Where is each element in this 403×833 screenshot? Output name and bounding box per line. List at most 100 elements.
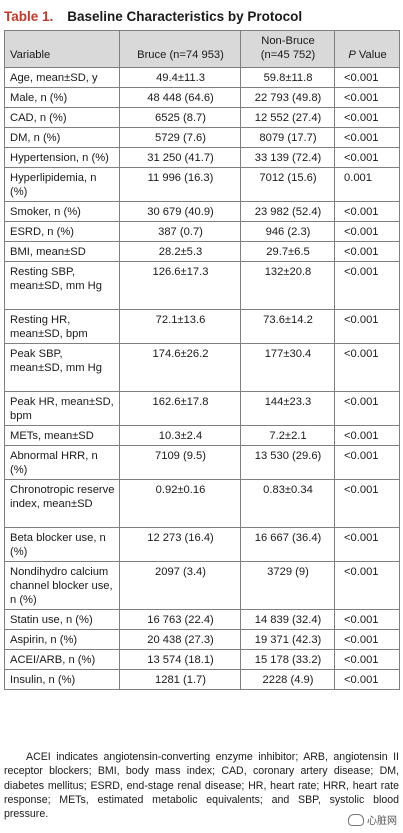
- cell-nonbruce: 59.8±11.8: [240, 67, 335, 88]
- table-row: Chronotropic reserve index, mean±SD 0.92±…: [4, 479, 400, 528]
- cell-p: <0.001: [334, 609, 400, 630]
- cell-p: <0.001: [334, 561, 400, 610]
- cell-nonbruce: 2228 (4.9): [240, 669, 335, 690]
- cell-bruce: 48 448 (64.6): [119, 87, 241, 108]
- baseline-table-container: Variable Bruce (n=74 953) Non-Bruce (n=4…: [4, 30, 400, 690]
- cell-bruce: 5729 (7.6): [119, 127, 241, 148]
- cell-variable: ESRD, n (%): [4, 221, 120, 242]
- table-row: Resting SBP, mean±SD, mm Hg 126.6±17.3 132…: [4, 261, 400, 310]
- cell-p: <0.001: [334, 527, 400, 562]
- cell-variable: Insulin, n (%): [4, 669, 120, 690]
- header-pvalue-p: P: [348, 49, 356, 61]
- cell-p: <0.001: [334, 127, 400, 148]
- cell-nonbruce: 12 552 (27.4): [240, 107, 335, 128]
- header-pvalue-rest: Value: [355, 49, 387, 61]
- table-row: DM, n (%) 5729 (7.6) 8079 (17.7) <0.001: [4, 127, 400, 148]
- table-row: ESRD, n (%) 387 (0.7) 946 (2.3) <0.001: [4, 221, 400, 242]
- cell-variable: DM, n (%): [4, 127, 120, 148]
- cell-nonbruce: 19 371 (42.3): [240, 629, 335, 650]
- header-nonbruce: Non-Bruce (n=45 752): [240, 30, 335, 68]
- cell-bruce: 30 679 (40.9): [119, 201, 241, 222]
- cell-variable: Chronotropic reserve index, mean±SD: [4, 479, 120, 528]
- cell-nonbruce: 3729 (9): [240, 561, 335, 610]
- cell-p: <0.001: [334, 67, 400, 88]
- cell-variable: Abnormal HRR, n (%): [4, 445, 120, 480]
- cell-bruce: 10.3±2.4: [119, 425, 241, 446]
- header-pvalue: P Value: [334, 30, 400, 68]
- cell-bruce: 1281 (1.7): [119, 669, 241, 690]
- cell-variable: Hyperlipidemia, n (%): [4, 167, 120, 202]
- table-row: Peak SBP, mean±SD, mm Hg 174.6±26.2 177±30…: [4, 343, 400, 392]
- cell-nonbruce: 16 667 (36.4): [240, 527, 335, 562]
- table-row: BMI, mean±SD 28.2±5.3 29.7±6.5 <0.001: [4, 241, 400, 262]
- cell-variable: Peak SBP, mean±SD, mm Hg: [4, 343, 120, 392]
- cell-p: <0.001: [334, 445, 400, 480]
- table-row: Abnormal HRR, n (%) 7109 (9.5) 13 530 (29.…: [4, 445, 400, 480]
- cell-bruce: 2097 (3.4): [119, 561, 241, 610]
- cell-bruce: 28.2±5.3: [119, 241, 241, 262]
- cell-nonbruce: 144±23.3: [240, 391, 335, 426]
- cell-variable: BMI, mean±SD: [4, 241, 120, 262]
- table-row: METs, mean±SD 10.3±2.4 7.2±2.1 <0.001: [4, 425, 400, 446]
- table-row: Smoker, n (%) 30 679 (40.9) 23 982 (52.4) <…: [4, 201, 400, 222]
- cell-variable: Smoker, n (%): [4, 201, 120, 222]
- cell-bruce: 72.1±13.6: [119, 309, 241, 344]
- cell-bruce: 162.6±17.8: [119, 391, 241, 426]
- cell-variable: Age, mean±SD, y: [4, 67, 120, 88]
- cell-nonbruce: 8079 (17.7): [240, 127, 335, 148]
- cell-p: <0.001: [334, 629, 400, 650]
- baseline-characteristics-table: Variable Bruce (n=74 953) Non-Bruce (n=4…: [4, 30, 400, 690]
- cell-variable: METs, mean±SD: [4, 425, 120, 446]
- cell-bruce: 49.4±11.3: [119, 67, 241, 88]
- cell-p: <0.001: [334, 147, 400, 168]
- cell-nonbruce: 7012 (15.6): [240, 167, 335, 202]
- header-bruce: Bruce (n=74 953): [119, 30, 241, 68]
- cell-p: <0.001: [334, 201, 400, 222]
- table-row: ACEI/ARB, n (%) 13 574 (18.1) 15 178 (33.2…: [4, 649, 400, 670]
- cell-variable: Male, n (%): [4, 87, 120, 108]
- cell-variable: Peak HR, mean±SD, bpm: [4, 391, 120, 426]
- cell-p: <0.001: [334, 391, 400, 426]
- cell-bruce: 0.92±0.16: [119, 479, 241, 528]
- cell-variable: Resting HR, mean±SD, bpm: [4, 309, 120, 344]
- cell-nonbruce: 22 793 (49.8): [240, 87, 335, 108]
- table-row: Age, mean±SD, y 49.4±11.3 59.8±11.8 <0.001: [4, 67, 400, 88]
- table-number: Table 1.: [4, 8, 54, 24]
- cell-bruce: 6525 (8.7): [119, 107, 241, 128]
- cell-p: <0.001: [334, 221, 400, 242]
- cell-variable: Nondihydro calcium channel blocker use, …: [4, 561, 120, 610]
- table-header-row: Variable Bruce (n=74 953) Non-Bruce (n=4…: [4, 30, 400, 68]
- cell-nonbruce: 0.83±0.34: [240, 479, 335, 528]
- cell-p: <0.001: [334, 241, 400, 262]
- cell-variable: ACEI/ARB, n (%): [4, 649, 120, 670]
- cell-variable: Statin use, n (%): [4, 609, 120, 630]
- cell-bruce: 13 574 (18.1): [119, 649, 241, 670]
- cell-bruce: 7109 (9.5): [119, 445, 241, 480]
- cell-p: <0.001: [334, 87, 400, 108]
- cell-bruce: 16 763 (22.4): [119, 609, 241, 630]
- cell-p: <0.001: [334, 479, 400, 528]
- table-row: CAD, n (%) 6525 (8.7) 12 552 (27.4) <0.001: [4, 107, 400, 128]
- cell-p: <0.001: [334, 107, 400, 128]
- cell-nonbruce: 33 139 (72.4): [240, 147, 335, 168]
- table-row: Nondihydro calcium channel blocker use, …: [4, 561, 400, 610]
- table-row: Beta blocker use, n (%) 12 273 (16.4) 16 6…: [4, 527, 400, 562]
- cell-variable: Resting SBP, mean±SD, mm Hg: [4, 261, 120, 310]
- cell-p: <0.001: [334, 425, 400, 446]
- header-variable: Variable: [4, 30, 120, 68]
- table-row: Resting HR, mean±SD, bpm 72.1±13.6 73.6±14…: [4, 309, 400, 344]
- cell-p: <0.001: [334, 309, 400, 344]
- cell-bruce: 11 996 (16.3): [119, 167, 241, 202]
- cell-nonbruce: 73.6±14.2: [240, 309, 335, 344]
- cell-nonbruce: 177±30.4: [240, 343, 335, 392]
- cell-bruce: 174.6±26.2: [119, 343, 241, 392]
- cell-bruce: 31 250 (41.7): [119, 147, 241, 168]
- cell-nonbruce: 15 178 (33.2): [240, 649, 335, 670]
- table-row: Aspirin, n (%) 20 438 (27.3) 19 371 (42.3)…: [4, 629, 400, 650]
- watermark: 心脏网: [348, 812, 397, 827]
- table-row: Statin use, n (%) 16 763 (22.4) 14 839 (32…: [4, 609, 400, 630]
- cell-p: 0.001: [334, 167, 400, 202]
- cell-nonbruce: 946 (2.3): [240, 221, 335, 242]
- table-row: Hyperlipidemia, n (%) 11 996 (16.3) 7012 (…: [4, 167, 400, 202]
- table-footnote: ACEI indicates angiotensin-converting en…: [4, 751, 399, 821]
